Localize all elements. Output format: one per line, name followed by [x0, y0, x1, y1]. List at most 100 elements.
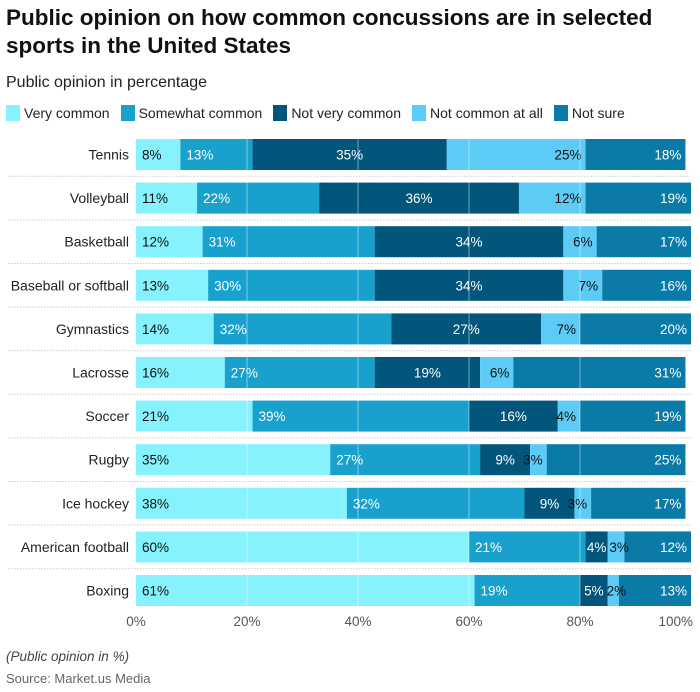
legend-item: Not common at all [412, 105, 543, 121]
data-label: 27% [231, 366, 258, 381]
legend-item: Somewhat common [120, 105, 263, 121]
bar-segment [213, 313, 392, 345]
bar-segment [480, 357, 514, 388]
legend-swatch [553, 105, 568, 121]
bar-segment [374, 226, 564, 258]
bar-segment [208, 269, 375, 301]
bar-segment [252, 400, 469, 432]
bar-segment [574, 487, 592, 519]
bar-segment [563, 226, 597, 258]
legend-label: Not common at all [430, 105, 543, 121]
legend-swatch [120, 105, 135, 121]
data-label: 5% [584, 584, 604, 599]
data-label: 19% [414, 366, 441, 381]
category-label: Baseball or softball [11, 277, 129, 293]
data-label: 17% [654, 496, 681, 511]
legend-swatch [273, 105, 288, 121]
category-label: American football [21, 539, 129, 555]
legend-label: Not very common [291, 105, 402, 121]
category-label: Basketball [64, 234, 129, 250]
data-label: 27% [453, 322, 480, 337]
category-label: Rugby [89, 452, 129, 468]
bar-segment [580, 575, 608, 606]
data-label: 20% [660, 322, 687, 337]
legend-label: Somewhat common [138, 105, 263, 121]
data-label: 19% [654, 409, 681, 424]
data-label: 35% [142, 453, 169, 468]
data-label: 12% [660, 540, 687, 555]
data-label: 17% [660, 235, 687, 250]
bar-segment [319, 182, 519, 214]
chart-title: Public opinion on how common concussions… [6, 5, 653, 58]
bar-segment [252, 139, 447, 170]
data-label: 12% [142, 235, 169, 250]
x-tick-label: 80% [566, 614, 593, 629]
data-label: 13% [186, 148, 213, 163]
legend-item: Not sure [553, 105, 625, 121]
bar-segment [602, 269, 691, 301]
bar-segment [136, 226, 203, 258]
bar-segment [136, 139, 181, 170]
data-label: 8% [142, 148, 162, 163]
bar-segment [524, 487, 575, 519]
bar-segment [136, 357, 225, 388]
category-label: Volleyball [70, 190, 129, 206]
bar-segment [607, 531, 625, 563]
data-label: 25% [555, 148, 582, 163]
chart-subtitle: Public opinion in percentage [6, 74, 208, 91]
data-label: 31% [654, 366, 681, 381]
data-label: 32% [220, 322, 247, 337]
data-label: 61% [142, 584, 169, 599]
bar-segment [607, 575, 619, 606]
data-label: 30% [214, 278, 241, 293]
data-label: 19% [660, 191, 687, 206]
bar-segment [618, 575, 691, 606]
bar-segment [202, 226, 375, 258]
bar-segment [480, 444, 531, 476]
data-label: 19% [481, 584, 508, 599]
x-tick-label: 20% [233, 614, 260, 629]
data-label: 3% [609, 540, 629, 555]
category-label: Boxing [86, 583, 129, 599]
bar-segment [518, 182, 586, 214]
data-label: 21% [475, 540, 502, 555]
data-label: 38% [142, 496, 169, 511]
data-label: 3% [568, 496, 588, 511]
data-label: 18% [654, 148, 681, 163]
bar-segment [585, 182, 691, 214]
bar-segment [374, 269, 564, 301]
data-label: 25% [654, 453, 681, 468]
data-label: 31% [209, 235, 236, 250]
data-label: 4% [556, 409, 576, 424]
bar-segment [136, 182, 198, 214]
data-label: 39% [259, 409, 286, 424]
data-label: 36% [406, 191, 433, 206]
bar-segment [136, 487, 347, 519]
legend-swatch [412, 105, 427, 121]
bar-segment [446, 139, 586, 170]
data-label: 13% [660, 584, 687, 599]
data-label: 21% [142, 409, 169, 424]
bar-segment [591, 487, 686, 519]
bar-segment [546, 444, 686, 476]
category-label: Gymnastics [56, 321, 129, 337]
bar-segment [346, 487, 525, 519]
bar-segment [585, 139, 686, 170]
bar-segment [374, 357, 481, 388]
bar-segment [224, 357, 375, 388]
bar-segment [136, 444, 331, 476]
x-tick-label: 0% [126, 614, 146, 629]
bar-segment [541, 313, 580, 345]
x-tick-label: 100% [658, 614, 693, 629]
bar-segment [474, 575, 580, 606]
x-tick-label: 40% [344, 614, 371, 629]
data-label: 2% [607, 584, 627, 599]
bar-segment [197, 182, 320, 214]
data-label: 35% [336, 148, 363, 163]
data-label: 11% [142, 191, 168, 206]
bar-segment [180, 139, 253, 170]
data-label: 16% [500, 409, 527, 424]
data-label: 6% [573, 235, 593, 250]
bar-segment [469, 400, 558, 432]
